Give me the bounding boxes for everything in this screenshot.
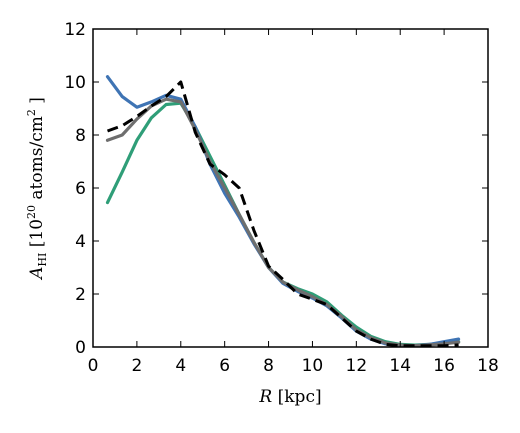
series-line-1	[105, 101, 461, 347]
x-tick-label: 8	[263, 356, 274, 376]
series-line-2	[105, 75, 461, 348]
y-axis-sup: 20	[25, 205, 38, 219]
plot-series	[105, 75, 461, 348]
x-tick-label: 10	[302, 356, 324, 376]
x-tick-label: 4	[175, 356, 186, 376]
y-tick-label: 2	[75, 285, 86, 305]
x-tick-label: 16	[433, 356, 455, 376]
y-tick-label: 10	[64, 73, 86, 93]
x-tick-label: 18	[477, 356, 499, 376]
y-tick-label: 6	[75, 179, 86, 199]
series-line-4	[106, 80, 459, 348]
y-tick-label: 8	[75, 126, 86, 146]
y-axis-pre: [10	[27, 219, 47, 253]
y-axis-end: ]	[27, 97, 47, 109]
y-tick-label: 0	[75, 338, 86, 358]
x-axis-label: R [kpc]	[258, 387, 321, 407]
y-axis-post: atoms/cm	[27, 116, 47, 205]
x-tick-label: 6	[219, 356, 230, 376]
x-axis-unit: [kpc]	[272, 387, 321, 407]
plot-frame	[92, 28, 489, 348]
x-tick-label: 0	[88, 356, 99, 376]
tick-marks	[92, 28, 489, 348]
series-line-3	[105, 97, 461, 348]
y-tick-labels: 0 2 4 6 8 10 12	[64, 20, 86, 358]
x-axis-var: R	[258, 387, 272, 407]
y-tick-label: 12	[64, 20, 86, 40]
x-tick-label: 14	[389, 356, 411, 376]
y-axis-sup2: 2	[25, 109, 38, 116]
x-tick-label: 2	[131, 356, 142, 376]
y-axis-var: A	[27, 267, 47, 281]
x-tick-labels: 0 2 4 6 8 10 12 14 16 18	[88, 356, 499, 376]
y-axis-sub: HI	[36, 253, 49, 267]
x-tick-label: 12	[346, 356, 368, 376]
y-axis-label: AHI [1020 atoms/cm2 ]	[25, 97, 49, 281]
y-tick-label: 4	[75, 232, 86, 252]
